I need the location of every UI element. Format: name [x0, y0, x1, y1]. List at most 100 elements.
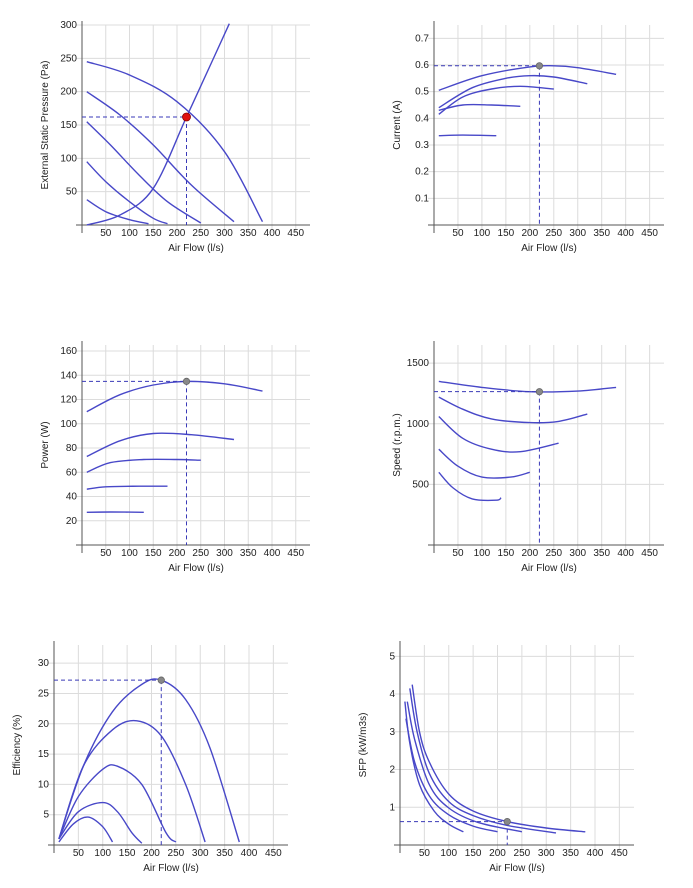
- y-tick-label: 250: [60, 53, 77, 64]
- y-tick-label: 50: [66, 187, 78, 198]
- series-curve: [439, 86, 554, 114]
- y-tick-label: 200: [60, 87, 77, 98]
- y-tick-label: 0.6: [415, 60, 429, 71]
- y-tick-label: 2: [389, 765, 395, 776]
- series-curve: [439, 472, 501, 500]
- x-tick-label: 350: [593, 548, 610, 559]
- x-tick-label: 200: [143, 848, 160, 859]
- x-tick-label: 400: [241, 848, 258, 859]
- x-tick-label: 250: [168, 848, 185, 859]
- y-tick-label: 15: [38, 749, 50, 760]
- x-tick-label: 400: [617, 228, 634, 239]
- series-curve: [439, 397, 588, 423]
- x-tick-label: 300: [216, 548, 233, 559]
- operating-point-marker: [158, 677, 164, 683]
- x-axis-label: Air Flow (l/s): [521, 243, 577, 254]
- x-tick-label: 150: [145, 228, 162, 239]
- y-axis-label: Current (A): [392, 100, 403, 149]
- x-tick-label: 50: [452, 548, 464, 559]
- x-tick-label: 200: [169, 548, 186, 559]
- y-tick-label: 1500: [407, 358, 430, 369]
- x-tick-label: 300: [569, 548, 586, 559]
- y-tick-label: 4: [389, 689, 395, 700]
- x-tick-label: 200: [521, 548, 538, 559]
- operating-point-marker: [183, 113, 191, 121]
- y-tick-label: 20: [66, 516, 78, 527]
- series-curve: [87, 122, 201, 223]
- x-tick-label: 200: [489, 848, 506, 859]
- series-curve: [87, 381, 263, 411]
- series-curve: [87, 24, 230, 225]
- y-tick-label: 100: [60, 419, 77, 430]
- x-tick-label: 300: [216, 228, 233, 239]
- x-tick-label: 400: [617, 548, 634, 559]
- y-tick-label: 500: [412, 479, 429, 490]
- x-tick-label: 100: [121, 228, 138, 239]
- y-tick-label: 20: [38, 719, 50, 730]
- x-tick-label: 100: [440, 848, 457, 859]
- x-tick-label: 100: [474, 548, 491, 559]
- x-tick-label: 350: [216, 848, 233, 859]
- series-curve: [59, 721, 205, 842]
- y-tick-label: 80: [66, 443, 78, 454]
- series-curve: [59, 765, 176, 842]
- y-tick-label: 10: [38, 779, 50, 790]
- x-tick-label: 250: [192, 228, 209, 239]
- x-tick-label: 150: [465, 848, 482, 859]
- x-tick-label: 150: [145, 548, 162, 559]
- x-tick-label: 100: [121, 548, 138, 559]
- y-tick-label: 160: [60, 346, 77, 357]
- series-curve: [87, 162, 168, 224]
- x-tick-label: 150: [498, 228, 515, 239]
- x-tick-label: 150: [119, 848, 136, 859]
- y-tick-label: 0.7: [415, 33, 429, 44]
- x-tick-label: 250: [545, 548, 562, 559]
- series-curve: [410, 688, 556, 833]
- x-tick-label: 300: [538, 848, 555, 859]
- x-tick-label: 450: [641, 548, 658, 559]
- x-tick-label: 250: [192, 548, 209, 559]
- x-tick-label: 250: [545, 228, 562, 239]
- y-tick-label: 60: [66, 467, 78, 478]
- x-axis-label: Air Flow (l/s): [143, 863, 199, 874]
- x-tick-label: 200: [169, 228, 186, 239]
- y-tick-label: 0.4: [415, 113, 429, 124]
- y-tick-label: 0.3: [415, 140, 429, 151]
- y-tick-label: 0.5: [415, 87, 429, 98]
- y-tick-label: 5: [43, 810, 49, 821]
- x-tick-label: 200: [521, 228, 538, 239]
- x-tick-label: 300: [192, 848, 209, 859]
- x-tick-label: 50: [73, 848, 85, 859]
- x-tick-label: 400: [587, 848, 604, 859]
- y-axis-label: Power (W): [40, 421, 51, 468]
- x-tick-label: 50: [452, 228, 464, 239]
- x-tick-label: 450: [641, 228, 658, 239]
- x-tick-label: 450: [287, 228, 304, 239]
- y-tick-label: 1: [389, 802, 395, 813]
- operating-point-marker: [536, 388, 542, 394]
- operating-point-marker: [183, 378, 189, 384]
- y-tick-label: 0.1: [415, 193, 429, 204]
- series-curve: [439, 449, 530, 478]
- x-tick-label: 100: [474, 228, 491, 239]
- x-tick-label: 350: [593, 228, 610, 239]
- x-axis-label: Air Flow (l/s): [521, 563, 577, 574]
- y-tick-label: 30: [38, 658, 50, 669]
- y-tick-label: 5: [389, 651, 395, 662]
- y-tick-label: 300: [60, 20, 77, 31]
- x-tick-label: 300: [569, 228, 586, 239]
- y-tick-label: 40: [66, 492, 78, 503]
- x-tick-label: 100: [94, 848, 111, 859]
- y-tick-label: 100: [60, 153, 77, 164]
- x-axis-label: Air Flow (l/s): [168, 563, 224, 574]
